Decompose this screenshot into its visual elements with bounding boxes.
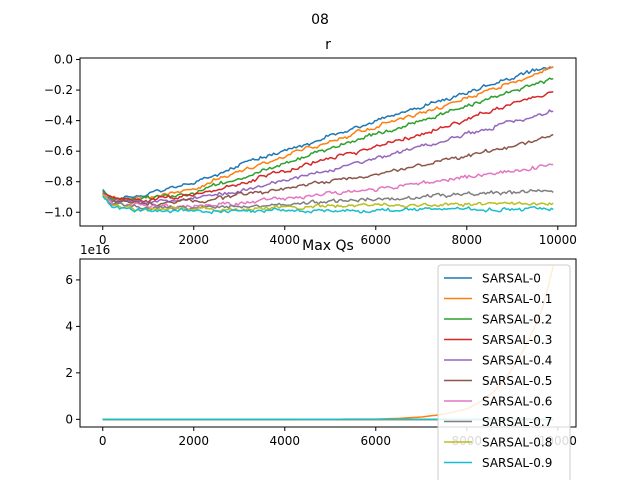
legend-label-5: SARSAL-0.5 — [482, 374, 552, 388]
top-chart-x-tick-label-2: 4000 — [269, 233, 300, 247]
top-chart-x-tick-label-1: 2000 — [178, 233, 209, 247]
legend-label-0: SARSAL-0 — [482, 272, 541, 286]
top-chart-series-line-1 — [102, 66, 554, 202]
top-chart-series-line-5 — [102, 133, 554, 207]
legend-label-7: SARSAL-0.7 — [482, 415, 552, 429]
top-chart-x-tick-label-0: 0 — [99, 233, 107, 247]
top-chart-series-line-3 — [102, 91, 554, 203]
top-chart-y-tick-label-4: −0.8 — [44, 175, 73, 189]
legend-label-4: SARSAL-0.4 — [482, 354, 552, 368]
bottom-chart-y-tick-label-0: 0 — [65, 412, 73, 426]
top-chart-y-axis: 0.0 −0.2 −0.4 −0.6 −0.8 −1.0 — [44, 53, 80, 219]
bottom-chart-y-tick-label-2: 4 — [65, 319, 73, 333]
top-chart-series-line-6 — [102, 163, 554, 209]
bottom-chart-offset-label: 1e16 — [80, 243, 110, 257]
top-chart-frame — [79, 57, 577, 227]
top-chart-series-line-8 — [102, 193, 554, 213]
bottom-chart-x-tick-label-1: 2000 — [178, 434, 209, 448]
top-chart-series-line-9 — [102, 195, 554, 215]
legend-label-9: SARSAL-0.9 — [482, 456, 552, 470]
top-chart-y-tick-label-1: −0.2 — [44, 83, 73, 97]
top-chart-series-group — [102, 66, 554, 215]
bottom-chart-title: Max Qs — [302, 238, 354, 254]
figure-suptitle: 08 — [311, 12, 329, 28]
top-chart-y-tick-label-5: −1.0 — [44, 205, 73, 219]
top-chart-x-tick-label-3: 6000 — [361, 233, 392, 247]
legend: SARSAL-0 SARSAL-0.1 SARSAL-0.2 SARSAL-0.3 SA… — [437, 264, 571, 480]
top-chart-y-tick-label-2: −0.4 — [44, 114, 73, 128]
top-chart-x-tick-label-5: 10000 — [539, 233, 577, 247]
bottom-chart-y-axis: 0 2 4 6 — [65, 273, 80, 426]
bottom-chart-x-tick-label-0: 0 — [99, 434, 107, 448]
legend-label-3: SARSAL-0.3 — [482, 333, 552, 347]
top-chart-series-line-0 — [102, 66, 554, 201]
bottom-chart-x-tick-label-3: 6000 — [361, 434, 392, 448]
top-chart-series-line-4 — [102, 109, 554, 204]
top-chart-title: r — [325, 37, 331, 53]
bottom-chart-x-tick-label-2: 4000 — [269, 434, 300, 448]
top-chart-series-line-2 — [102, 77, 554, 202]
legend-label-6: SARSAL-0.6 — [482, 395, 552, 409]
top-chart-y-tick-label-0: 0.0 — [54, 53, 73, 67]
top-chart-x-tick-label-4: 8000 — [452, 233, 483, 247]
bottom-chart-y-tick-label-1: 2 — [65, 366, 73, 380]
top-chart-x-axis: 0 2000 4000 6000 8000 10000 — [99, 226, 577, 247]
legend-label-8: SARSAL-0.8 — [482, 436, 552, 450]
legend-label-1: SARSAL-0.1 — [482, 292, 552, 306]
legend-label-2: SARSAL-0.2 — [482, 313, 552, 327]
bottom-chart-y-tick-label-3: 6 — [65, 273, 73, 287]
top-chart-y-tick-label-3: −0.6 — [44, 144, 73, 158]
top-chart: r 0 2000 4000 6000 8000 10000 0.0 −0.2 −0.4 −0.6… — [44, 37, 577, 247]
bottom-chart-frame — [79, 258, 577, 428]
